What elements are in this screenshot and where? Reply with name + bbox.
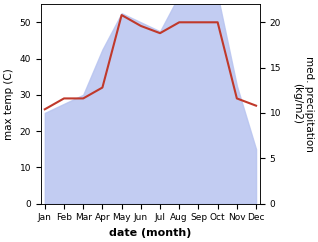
Y-axis label: med. precipitation
(kg/m2): med. precipitation (kg/m2) <box>292 56 314 152</box>
Y-axis label: max temp (C): max temp (C) <box>4 68 14 140</box>
X-axis label: date (month): date (month) <box>109 228 192 238</box>
